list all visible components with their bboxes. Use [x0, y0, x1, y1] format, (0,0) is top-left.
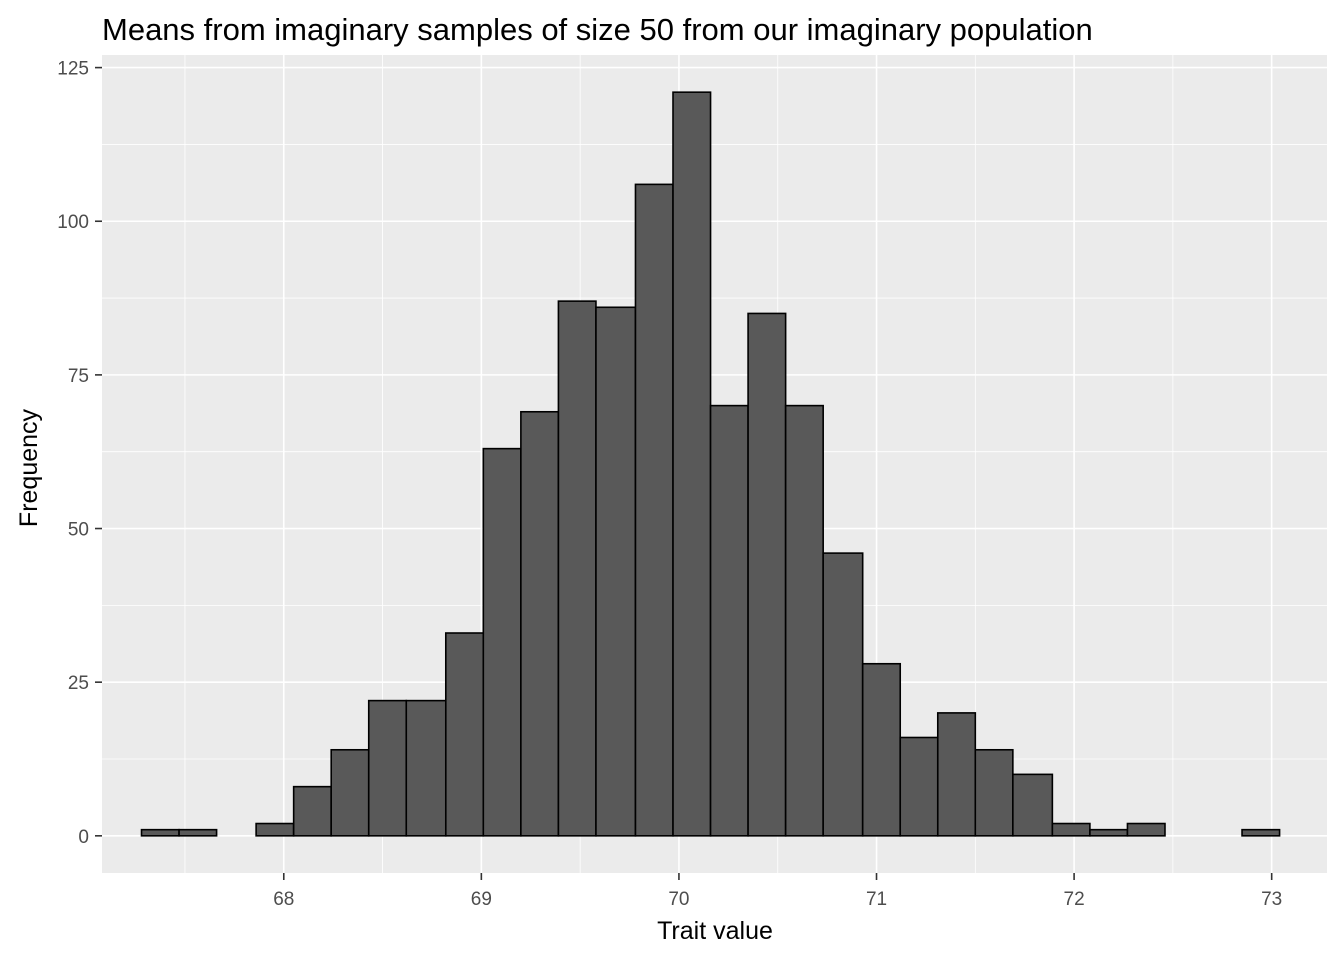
histogram-bar: [709, 404, 749, 837]
x-axis-title: Trait value: [657, 917, 773, 945]
histogram-bar: [557, 300, 597, 837]
x-tick-label: 71: [866, 889, 887, 910]
x-tick-label: 73: [1261, 889, 1282, 910]
histogram-bar: [861, 662, 902, 837]
histogram-bar: [822, 552, 864, 837]
histogram-bar: [292, 785, 332, 837]
chart-title: Means from imaginary samples of size 50 …: [102, 12, 1093, 47]
x-tick-label: 69: [471, 889, 492, 910]
histogram-bar: [1089, 828, 1129, 837]
histogram-bar: [672, 91, 712, 837]
y-axis-title: Frequency: [15, 408, 43, 527]
histogram-bar: [1051, 822, 1091, 837]
y-tick-label: 25: [68, 673, 89, 694]
histogram-bar: [634, 183, 674, 837]
histogram-bar: [595, 306, 637, 837]
histogram-bar: [1012, 773, 1054, 837]
histogram-bar: [1241, 828, 1281, 837]
y-tick-label: 100: [57, 212, 89, 233]
histogram-bar: [784, 404, 824, 837]
grid-lines: [102, 55, 1327, 873]
x-tick-label: 68: [273, 889, 294, 910]
histogram-bar: [936, 712, 977, 837]
histogram-bar: [178, 828, 218, 837]
y-tick-label: 75: [68, 366, 89, 387]
y-tick-label: 50: [68, 520, 89, 541]
histogram-bar: [330, 748, 370, 837]
histogram-bar: [367, 699, 408, 837]
histogram-bar: [255, 822, 295, 837]
histogram-bar: [520, 410, 560, 837]
histogram-bar: [140, 828, 180, 837]
x-tick-label: 70: [668, 889, 689, 910]
y-tick-label: 0: [78, 827, 89, 848]
bars: [140, 91, 1281, 837]
histogram-bar: [974, 748, 1014, 837]
histogram-bar: [444, 632, 485, 837]
histogram-bar: [405, 699, 447, 837]
histogram-bar: [482, 447, 522, 837]
histogram-bar: [747, 312, 787, 837]
histogram-bar: [899, 736, 939, 837]
y-tick-label: 125: [57, 59, 89, 80]
histogram-bar: [1126, 822, 1166, 837]
x-tick-label: 72: [1064, 889, 1085, 910]
axes: 68 69 70 71 72 73 0 25 50 75 100 125: [57, 59, 1282, 910]
